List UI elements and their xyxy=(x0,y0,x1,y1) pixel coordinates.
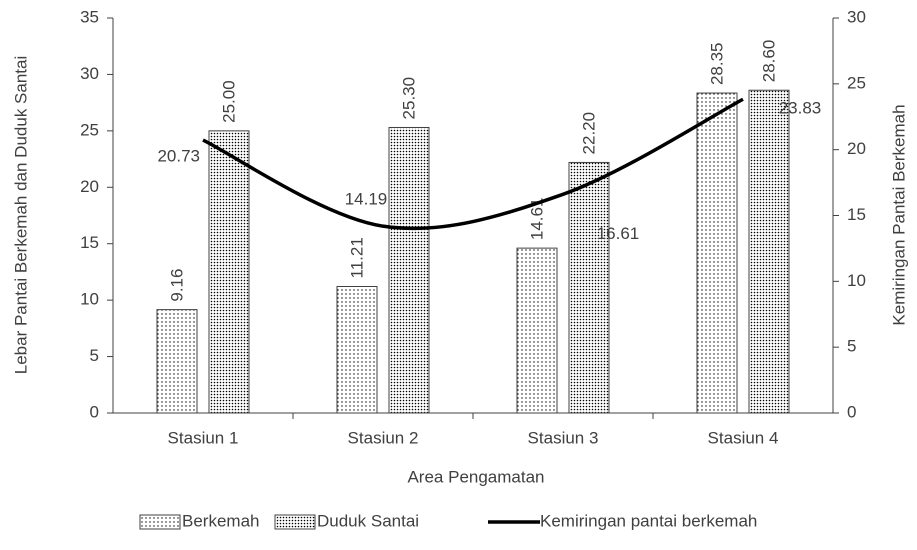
y-tick-label: 10 xyxy=(80,290,99,309)
y2-axis-title: Kemiringan Pantai Berkemah xyxy=(889,104,908,325)
y2-tick-label: 0 xyxy=(847,402,856,421)
data-label: 22.20 xyxy=(579,112,598,155)
y-axis-title: Lebar Pantai Berkemah dan Duduk Santai xyxy=(11,56,30,374)
bar xyxy=(388,126,430,414)
y2-tick-label: 5 xyxy=(847,337,856,356)
data-label: 9.16 xyxy=(167,269,186,302)
line xyxy=(202,97,744,231)
x-tick-label: Stasiun 3 xyxy=(528,428,599,447)
x-axis-title: Area Pengamatan xyxy=(407,467,544,486)
y2-tick-label: 15 xyxy=(847,205,866,224)
y2-tick-label: 25 xyxy=(847,73,866,92)
y-tick-label: 0 xyxy=(90,402,99,421)
legend-swatch xyxy=(139,514,181,530)
y2-tick-label: 10 xyxy=(847,271,866,290)
y-tick-label: 20 xyxy=(80,177,99,196)
y-tick-label: 15 xyxy=(80,233,99,252)
data-label: 28.35 xyxy=(707,43,726,86)
bar xyxy=(748,89,790,414)
y-tick-label: 35 xyxy=(80,7,99,26)
x-tick-label: Stasiun 1 xyxy=(168,428,239,447)
y2-tick-label: 20 xyxy=(847,139,866,158)
bar xyxy=(336,285,378,414)
y2-tick-label: 30 xyxy=(847,7,866,26)
legend-label: Kemiringan pantai berkemah xyxy=(540,511,757,530)
x-tick-label: Stasiun 4 xyxy=(708,428,779,447)
data-label: 14.19 xyxy=(345,190,388,209)
y-tick-label: 5 xyxy=(90,346,99,365)
bar xyxy=(516,247,558,414)
legend-label: Duduk Santai xyxy=(317,511,419,530)
bar xyxy=(208,130,250,414)
data-label: 11.21 xyxy=(347,237,366,278)
data-label: 20.73 xyxy=(157,147,200,166)
y-tick-label: 25 xyxy=(80,120,99,139)
y-tick-label: 30 xyxy=(80,64,99,83)
bar xyxy=(568,161,610,414)
legend-label: Berkemah xyxy=(182,511,259,530)
data-label: 16.61 xyxy=(597,224,640,243)
data-label: 28.60 xyxy=(759,40,778,83)
bar xyxy=(696,92,738,414)
data-label: 23.83 xyxy=(779,99,822,118)
data-label: 25.00 xyxy=(219,80,238,123)
data-label: 14.61 xyxy=(527,198,546,241)
data-label: 25.30 xyxy=(399,77,418,120)
x-tick-label: Stasiun 2 xyxy=(348,428,419,447)
bar xyxy=(156,309,198,414)
legend-swatch xyxy=(274,514,316,530)
